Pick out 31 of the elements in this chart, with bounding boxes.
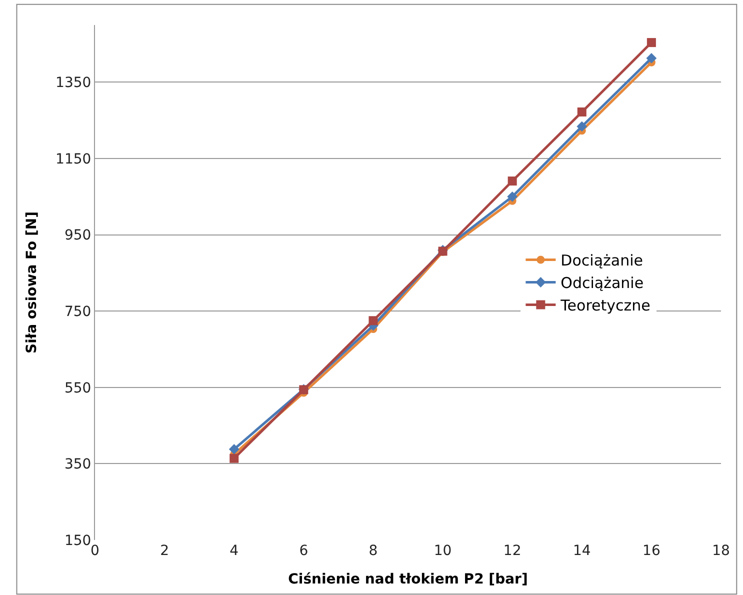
point (230, 454, 239, 463)
y-tick-label: 950 (64, 228, 92, 244)
x-tick-label: 2 (160, 543, 170, 559)
y-tick-label: 1150 (56, 151, 92, 168)
x-tick-label: 6 (299, 543, 308, 559)
x-tick-label: 0 (90, 543, 100, 559)
legend-label: Dociążanie (560, 252, 643, 270)
y-axis-title: Siła osiowa Fo [N] (24, 211, 40, 354)
x-tick-label: 18 (712, 543, 730, 559)
legend-label: Teoretyczne (560, 296, 650, 315)
point (368, 316, 378, 326)
point (228, 444, 240, 454)
point (646, 52, 657, 64)
legend-label: Odciążanie (560, 274, 644, 292)
y-tick-label: 550 (64, 380, 92, 396)
point (508, 176, 517, 186)
y-tick-label: 1350 (56, 75, 92, 92)
x-tick-label: 16 (642, 543, 660, 559)
x-tick-label: 14 (572, 543, 591, 559)
x-axis-title: Ciśnienie nad tłokiem P2 [bar] (288, 571, 528, 588)
point (577, 107, 586, 116)
x-tick-label: 8 (368, 543, 378, 559)
point (646, 38, 656, 48)
x-tick-label: 4 (230, 543, 239, 559)
x-tick-label: 10 (434, 543, 452, 559)
y-tick-label: 750 (64, 304, 92, 320)
y-tick-label: 350 (64, 456, 92, 473)
y-tick-label: 150 (64, 532, 92, 549)
point (507, 191, 518, 202)
x-tick-label: 12 (503, 543, 522, 559)
point (576, 121, 588, 132)
